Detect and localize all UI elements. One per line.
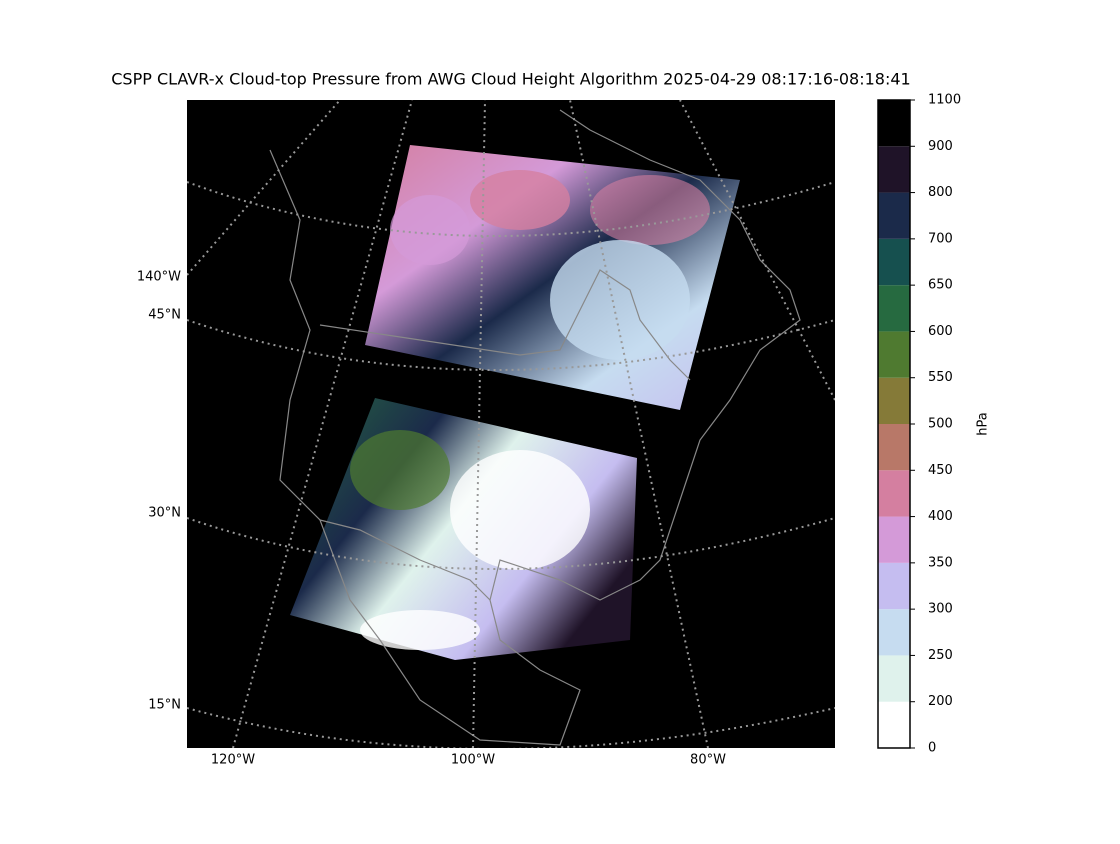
lon-label: 140°W [137,270,181,285]
cloud [590,175,710,245]
lon-label: 80°W [690,753,726,768]
colorbar-tick-label: 300 [928,602,953,617]
cloud [450,450,590,570]
colorbar-tick-label: 500 [928,417,953,432]
cloud [470,170,570,230]
colorbar-segment [878,377,910,424]
colorbar-tick-label: 900 [928,139,953,154]
colorbar-tick-label: 200 [928,694,953,709]
colorbar: hPa 0 200 250 300 350 400 450 500 550 600 650 700 80… [877,93,991,756]
cloud [350,430,450,510]
colorbar-tick-label: 350 [928,555,953,570]
colorbar-segment [878,192,910,239]
colorbar-segment [878,424,910,471]
graticule [472,100,486,748]
lat-label: 30°N [148,506,181,521]
colorbar-tick-label: 700 [928,231,953,246]
colorbar-segment [878,562,910,610]
colorbar-segment [878,655,910,702]
title: CSPP CLAVR-x Cloud-top Pressure from AWG… [111,70,910,89]
colorbar-segment [878,470,910,517]
graticule [232,100,413,748]
map-content [187,100,835,748]
lat-label: 15°N [148,698,181,713]
colorbar-tick-label: 0 [928,741,936,756]
colorbar-tick-label: 800 [928,185,953,200]
lon-label: 100°W [451,753,495,768]
cloud [360,610,480,650]
border [319,269,691,381]
colorbar-segment [878,701,910,748]
graticule [187,319,835,371]
colorbar-tick-label: 450 [928,463,953,478]
graticule [679,100,835,401]
colorbar-tick-label: 250 [928,648,953,663]
cloud [390,195,470,265]
lat-label: 45°N [148,308,181,323]
graticule [569,100,709,748]
colorbar-segment [878,516,910,563]
cloud [550,240,690,360]
colorbar-segment [878,238,910,286]
colorbar-label: hPa [976,412,991,435]
border [319,519,491,601]
lon-label: 120°W [211,753,255,768]
coastline [269,109,801,746]
colorbar-tick-label: 550 [928,370,953,385]
graticule [187,100,341,276]
map: 140°W 45°N 30°N 15°N 120°W 100°W 80°W [137,100,835,768]
colorbar-segment [878,609,910,656]
colorbar-segment [878,285,910,332]
colorbar-segment [878,331,910,378]
colorbar-tick-label: 600 [928,324,953,339]
colorbar-tick-label: 650 [928,278,953,293]
colorbar-segment [878,100,910,147]
colorbar-tick-label: 1100 [928,93,961,108]
colorbar-tick-label: 400 [928,509,953,524]
colorbar-segment [878,146,910,193]
